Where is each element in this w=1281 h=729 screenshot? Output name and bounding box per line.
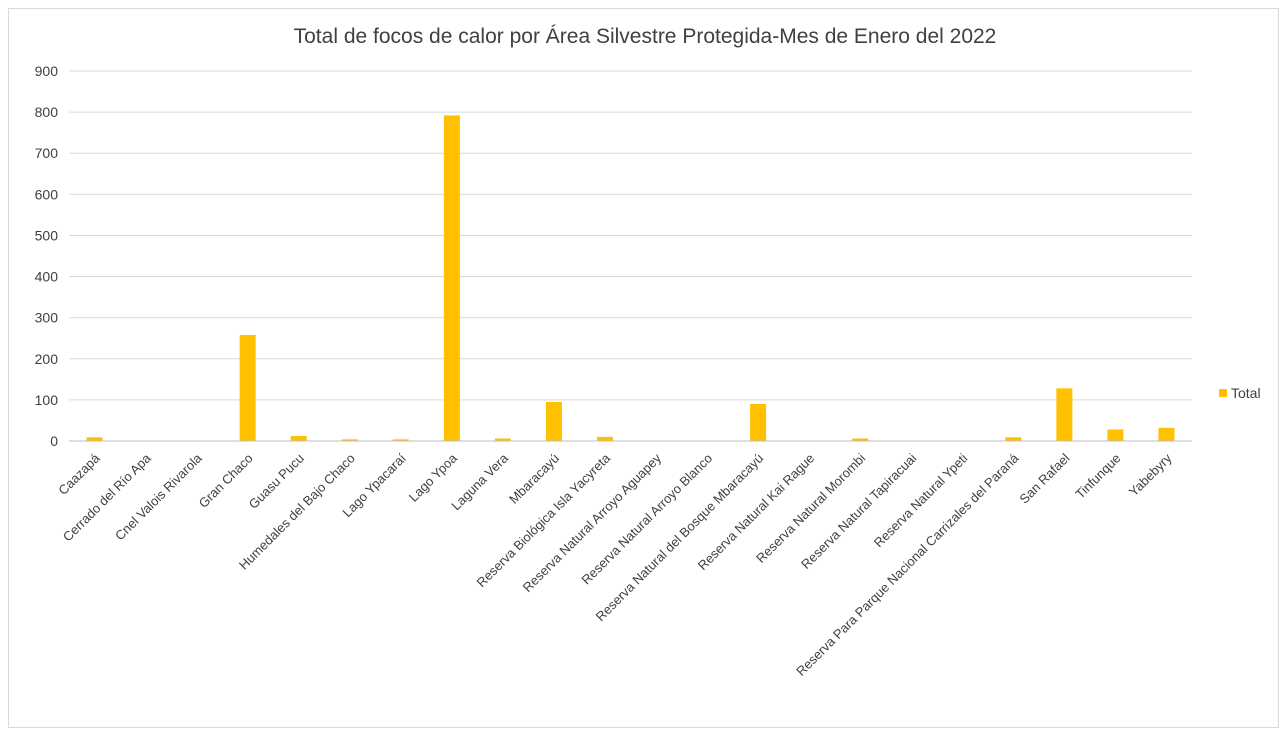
y-axis-ticks: 0 100 200 300 400 500 600 700 800 900 [35, 63, 59, 449]
chart-frame: Total de focos de calor por Área Silvest… [8, 8, 1279, 728]
y-tick-label: 100 [35, 392, 59, 408]
bar [239, 334, 256, 441]
bar [392, 439, 409, 441]
x-tick-label: Reserva Natural Ypeti [871, 450, 971, 550]
y-tick-label: 200 [35, 351, 59, 367]
y-tick-label: 0 [50, 433, 58, 449]
bar [750, 404, 767, 441]
bar [443, 115, 460, 442]
bar [1107, 429, 1124, 441]
y-tick-label: 300 [35, 310, 59, 326]
y-tick-label: 400 [35, 269, 59, 285]
bar [596, 436, 613, 441]
bar-chart: Total de focos de calor por Área Silvest… [35, 25, 1261, 679]
legend: Total [1219, 385, 1261, 401]
x-tick-label: Yabebyry [1126, 450, 1175, 499]
y-tick-label: 500 [35, 227, 59, 243]
bar [1158, 427, 1175, 441]
x-tick-label: Caazapá [55, 450, 103, 498]
bar [86, 437, 103, 441]
bar [1056, 388, 1073, 441]
bar [1005, 437, 1022, 441]
y-tick-label: 800 [35, 104, 59, 120]
x-tick-label: Lago Ypoa [406, 450, 461, 505]
y-tick-label: 600 [35, 186, 59, 202]
legend-label: Total [1231, 385, 1261, 401]
gridlines [69, 70, 1192, 401]
bar [494, 438, 511, 441]
y-tick-label: 700 [35, 145, 59, 161]
chart-title: Total de focos de calor por Área Silvest… [294, 25, 997, 48]
bars [86, 115, 1175, 442]
bar [852, 438, 869, 441]
legend-swatch [1219, 389, 1227, 397]
bar [545, 401, 562, 441]
bar [341, 439, 358, 441]
x-tick-label: Cnel Valois Rivarola [112, 450, 205, 543]
x-tick-label: Tinfunque [1072, 451, 1123, 502]
bar [290, 436, 307, 441]
y-tick-label: 900 [35, 63, 59, 79]
x-tick-label: San Rafael [1016, 450, 1072, 506]
x-tick-label: Cerrado del Río Apa [60, 450, 154, 544]
